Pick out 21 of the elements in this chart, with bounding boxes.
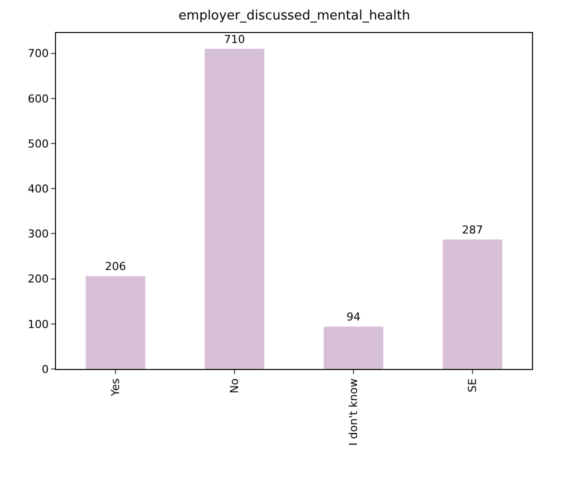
y-tick-label: 0 [42, 362, 49, 376]
chart-title: employer_discussed_mental_health [178, 8, 410, 24]
y-tick-label: 400 [28, 182, 49, 196]
y-tick-label: 200 [28, 272, 49, 286]
x-tick-label: SE [466, 378, 480, 392]
bar [442, 240, 502, 369]
y-tick-label: 600 [28, 92, 49, 106]
y-tick-label: 700 [28, 47, 49, 60]
data-label: 206 [105, 260, 126, 274]
y-tick-label: 100 [28, 318, 49, 331]
data-label: 287 [462, 224, 483, 237]
bar [324, 326, 384, 369]
x-tick-label: I don't know [347, 378, 360, 446]
data-label: 710 [224, 32, 245, 46]
bar [204, 48, 264, 369]
y-tick-label: 500 [28, 137, 49, 150]
x-tick-label: No [228, 378, 242, 394]
x-tick-label: Yes [109, 378, 122, 398]
bar [86, 276, 146, 369]
data-label: 94 [346, 310, 360, 324]
y-tick-label: 300 [28, 228, 49, 241]
